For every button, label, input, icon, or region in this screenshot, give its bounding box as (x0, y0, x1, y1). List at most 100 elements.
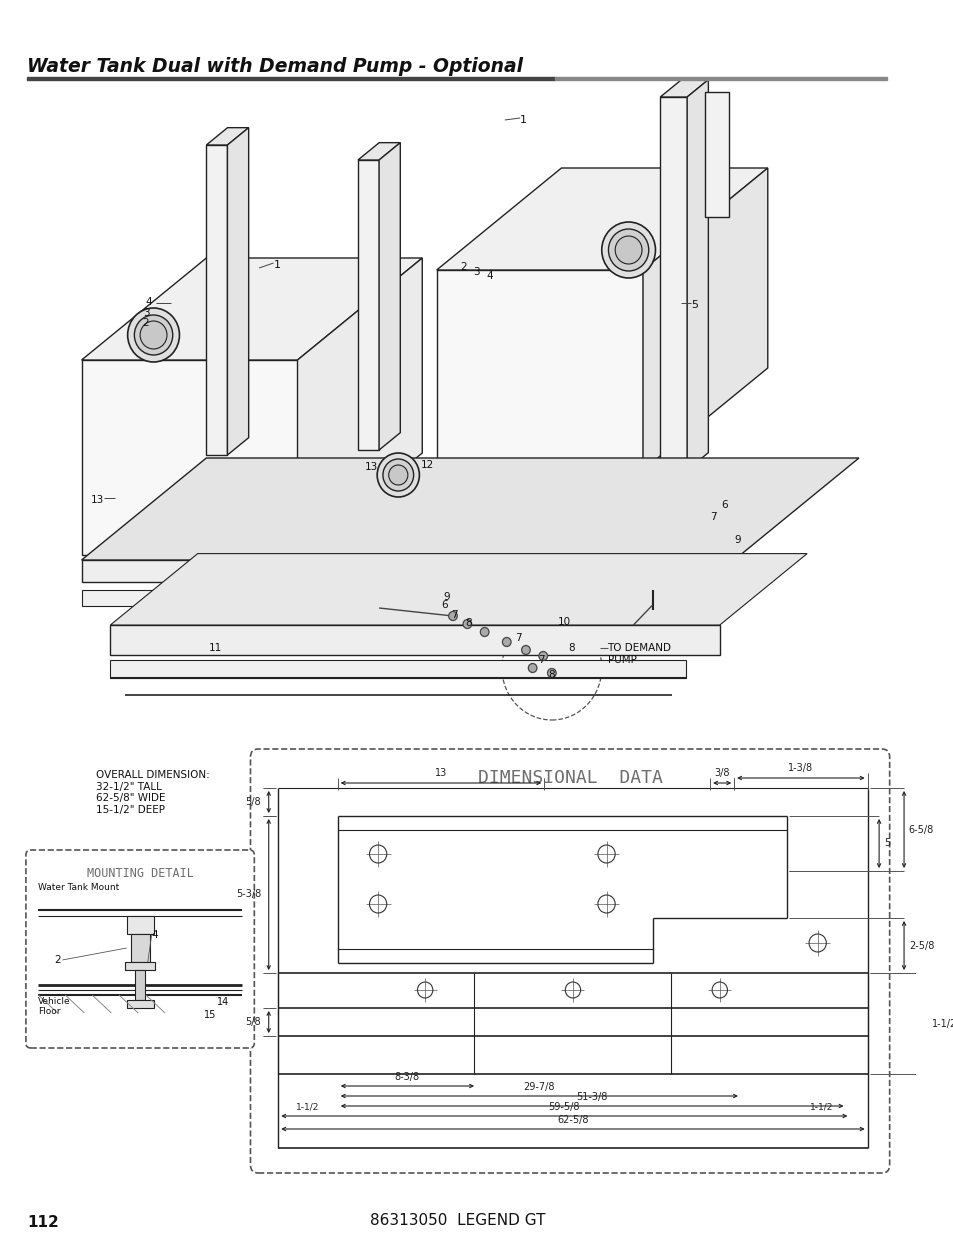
Text: 1-1/2: 1-1/2 (931, 1019, 953, 1029)
Text: 2: 2 (460, 262, 467, 272)
Bar (135, 969, 145, 1000)
Text: 2-5/8: 2-5/8 (908, 941, 933, 951)
Circle shape (615, 236, 641, 264)
Text: 5: 5 (690, 300, 698, 310)
Polygon shape (357, 161, 378, 450)
Polygon shape (206, 127, 249, 144)
Text: 1: 1 (519, 115, 527, 125)
Circle shape (462, 620, 471, 629)
Text: 4: 4 (486, 270, 493, 282)
Bar (131, 934, 150, 962)
Text: 7: 7 (451, 610, 457, 620)
Polygon shape (378, 143, 400, 450)
Text: DIMENSIONAL  DATA: DIMENSIONAL DATA (477, 769, 661, 787)
Circle shape (608, 228, 648, 270)
Text: 5/8: 5/8 (245, 797, 261, 806)
Text: OVERALL DIMENSION:
32-1/2" TALL
62-5/8" WIDE
15-1/2" DEEP: OVERALL DIMENSION: 32-1/2" TALL 62-5/8" … (96, 769, 210, 815)
Text: 6-5/8: 6-5/8 (908, 825, 933, 835)
Circle shape (134, 315, 172, 354)
Circle shape (502, 637, 511, 646)
Text: 8: 8 (465, 618, 472, 629)
Circle shape (521, 646, 530, 655)
Text: 8-3/8: 8-3/8 (395, 1072, 419, 1082)
Text: 6: 6 (720, 500, 726, 510)
Polygon shape (111, 625, 719, 655)
Text: 29-7/8: 29-7/8 (523, 1082, 555, 1092)
Text: 13: 13 (435, 768, 447, 778)
Text: Floor: Floor (38, 1007, 61, 1016)
Polygon shape (206, 144, 227, 454)
Polygon shape (227, 127, 249, 454)
Circle shape (547, 668, 556, 678)
Polygon shape (642, 168, 767, 471)
Polygon shape (82, 359, 297, 555)
Text: 10: 10 (557, 618, 570, 627)
Polygon shape (436, 168, 767, 270)
Polygon shape (111, 659, 685, 678)
Circle shape (448, 611, 456, 620)
Text: Water Tank Dual with Demand Pump - Optional: Water Tank Dual with Demand Pump - Optio… (27, 57, 522, 77)
Circle shape (538, 652, 547, 661)
Text: 1-3/8: 1-3/8 (787, 763, 813, 773)
Text: 2: 2 (54, 955, 61, 965)
Polygon shape (82, 590, 734, 606)
Text: 4: 4 (146, 296, 152, 308)
Text: 12: 12 (420, 459, 434, 471)
Text: 6: 6 (441, 600, 448, 610)
Text: Vehicle: Vehicle (38, 997, 71, 1007)
FancyBboxPatch shape (26, 850, 254, 1049)
Text: 59-5/8: 59-5/8 (548, 1102, 579, 1112)
Text: 11: 11 (209, 643, 222, 653)
Text: 9: 9 (734, 535, 740, 545)
Text: 1: 1 (274, 261, 280, 270)
Bar (554, 77, 886, 80)
Bar (27, 77, 554, 80)
Text: 13: 13 (364, 462, 377, 472)
Polygon shape (82, 458, 858, 559)
Circle shape (480, 627, 489, 636)
Circle shape (388, 466, 408, 485)
Text: 5: 5 (883, 839, 889, 848)
Text: 14: 14 (216, 997, 229, 1007)
Text: 51-3/8: 51-3/8 (576, 1092, 607, 1102)
Polygon shape (704, 91, 729, 217)
Circle shape (376, 453, 419, 496)
Text: Water Tank Mount: Water Tank Mount (38, 883, 119, 892)
Polygon shape (686, 80, 708, 471)
Text: 112: 112 (27, 1215, 58, 1230)
Text: 1-1/2: 1-1/2 (295, 1103, 318, 1112)
Bar (125, 962, 155, 969)
Polygon shape (82, 559, 734, 582)
Text: MOUNTING DETAIL: MOUNTING DETAIL (87, 867, 193, 881)
Polygon shape (111, 553, 806, 625)
Bar (127, 1000, 153, 1008)
Text: 7: 7 (537, 655, 544, 664)
Text: 2: 2 (142, 317, 149, 329)
Text: 7: 7 (515, 634, 521, 643)
Text: 15: 15 (203, 1010, 215, 1020)
Polygon shape (82, 258, 422, 359)
Circle shape (128, 308, 179, 362)
Text: 86313050  LEGEND GT: 86313050 LEGEND GT (370, 1213, 545, 1228)
Text: 7: 7 (709, 513, 716, 522)
Polygon shape (436, 270, 642, 471)
Text: 3: 3 (473, 267, 479, 277)
FancyBboxPatch shape (251, 748, 889, 1173)
Text: 4: 4 (152, 930, 158, 940)
Text: 5-3/8: 5-3/8 (235, 889, 261, 899)
Text: 8: 8 (568, 643, 574, 653)
Text: 8: 8 (547, 671, 554, 680)
Circle shape (601, 222, 655, 278)
Circle shape (382, 459, 414, 492)
Polygon shape (357, 143, 400, 161)
Text: TO DEMAND
PUMP: TO DEMAND PUMP (607, 643, 671, 664)
Text: 3: 3 (143, 308, 150, 317)
Polygon shape (297, 258, 422, 555)
Text: 3/8: 3/8 (714, 768, 729, 778)
Text: 62-5/8: 62-5/8 (557, 1115, 588, 1125)
Text: 13: 13 (91, 495, 104, 505)
Circle shape (140, 321, 167, 350)
Polygon shape (659, 80, 708, 98)
Polygon shape (659, 98, 686, 471)
Text: 9: 9 (443, 592, 450, 601)
